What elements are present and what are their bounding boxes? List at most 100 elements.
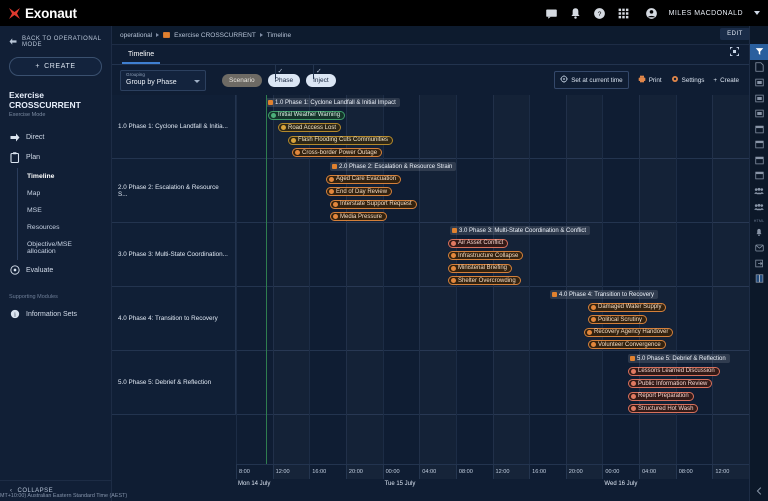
panel-icon[interactable]: [750, 122, 768, 138]
inject-bar[interactable]: Report Preparation: [628, 391, 694, 401]
row-label: 4.0 Phase 4: Transition to Recovery: [112, 287, 236, 350]
breadcrumb-item-operational[interactable]: operational: [120, 31, 153, 39]
rail-collapse-icon[interactable]: [750, 486, 768, 501]
axis-tick: 08:00: [455, 465, 493, 479]
sidebar-item-plan[interactable]: Plan: [0, 147, 111, 168]
sidebar-item-map[interactable]: Map: [27, 190, 41, 198]
sidebar-item-information-sets[interactable]: i Information Sets: [0, 304, 111, 324]
create-button[interactable]: + CREATE: [9, 57, 102, 76]
chat-icon[interactable]: [545, 7, 558, 20]
inject-bar[interactable]: Aged Care Evacuation: [326, 174, 402, 184]
inject-marker-icon: [451, 265, 456, 271]
inject-bar[interactable]: Damaged Water Supply: [588, 302, 667, 312]
fullscreen-icon[interactable]: [730, 43, 739, 61]
sidebar-item-direct[interactable]: Direct: [0, 128, 111, 147]
inject-bar[interactable]: Air Asset Conflict: [448, 238, 509, 248]
sidebar-item-evaluate[interactable]: Evaluate: [0, 260, 111, 280]
collapse-sidebar-button[interactable]: ‹ COLLAPSE: [0, 480, 112, 501]
inject-marker-icon: [631, 393, 636, 399]
create-button[interactable]: + Create: [713, 77, 739, 84]
export-icon[interactable]: [750, 256, 768, 272]
inject-marker-icon: [291, 137, 296, 143]
inject-bar[interactable]: Structured Hot Wash: [628, 404, 699, 414]
axis-tick: 8:00: [236, 465, 273, 479]
print-button[interactable]: Print: [638, 75, 662, 85]
breadcrumb-item-timeline[interactable]: Timeline: [266, 31, 292, 39]
panel-icon[interactable]: [750, 137, 768, 153]
phase-marker-icon: [452, 228, 457, 233]
help-icon[interactable]: ?: [593, 7, 606, 20]
sidebar-item-label: Evaluate: [26, 266, 54, 274]
inject-bar[interactable]: Initial Weather Warning: [268, 110, 346, 120]
inject-bar[interactable]: Flash Flooding Cuts Communities: [288, 135, 394, 145]
inject-bar[interactable]: Lessons Learned Discussion: [628, 366, 720, 376]
phase-bar[interactable]: 3.0 Phase 3: Multi-State Coordination & …: [450, 226, 591, 235]
inject-bar[interactable]: Shelter Overcrowding: [448, 276, 521, 286]
row-track: 3.0 Phase 3: Multi-State Coordination & …: [236, 223, 749, 286]
bar-label: Structured Hot Wash: [638, 405, 694, 412]
chip-scenario[interactable]: Scenario: [222, 73, 262, 87]
grouping-select[interactable]: Grouping Group by Phase: [120, 69, 206, 91]
phase-marker-icon: [630, 356, 635, 361]
sidebar-item-resources[interactable]: Resources: [27, 224, 60, 232]
bar-label: 4.0 Phase 4: Transition to Recovery: [559, 291, 655, 298]
phase-bar[interactable]: 5.0 Phase 5: Debrief & Reflection: [628, 354, 730, 363]
back-to-operational-mode-link[interactable]: BACK TO OPERATIONAL MODE: [0, 26, 111, 57]
bell-icon[interactable]: [569, 7, 582, 20]
inject-bar[interactable]: Recovery Agency Handover: [584, 327, 674, 337]
chevron-left-icon: ‹: [10, 488, 13, 494]
inject-bar[interactable]: Political Scrutiny: [588, 315, 648, 325]
sidebar-item-timeline[interactable]: Timeline: [27, 173, 55, 181]
filter-icon[interactable]: [749, 44, 768, 60]
apps-grid-icon[interactable]: [617, 7, 630, 20]
chip-phase[interactable]: ✓ Phase: [267, 65, 301, 87]
timeline-rows: 1.0 Phase 1: Cyclone Landfall & Initia..…: [112, 95, 749, 464]
settings-button[interactable]: Settings: [671, 75, 704, 85]
bell-icon[interactable]: [750, 225, 768, 241]
info-icon: i: [9, 309, 20, 319]
tab-timeline[interactable]: Timeline: [122, 51, 161, 64]
inject-bar[interactable]: Volunteer Convergence: [588, 340, 666, 350]
window-icon[interactable]: [750, 91, 768, 107]
bar-label: Initial Weather Warning: [278, 112, 341, 119]
inject-bar[interactable]: Ministerial Briefing: [448, 263, 513, 273]
phase-bar[interactable]: 1.0 Phase 1: Cyclone Landfall & Initial …: [266, 98, 400, 107]
panel-icon[interactable]: [750, 153, 768, 169]
axis-tick: 12:00: [272, 465, 310, 479]
set-at-current-time-button[interactable]: Set at current time: [554, 71, 629, 89]
inject-bar[interactable]: Cross-border Power Outage: [292, 148, 383, 158]
sidebar-item-objective-mse-allocation[interactable]: Objective/MSE allocation: [27, 241, 72, 256]
sidebar-subnav-rail: [17, 168, 18, 261]
breadcrumb-item-exercise[interactable]: Exercise CROSSCURRENT: [174, 31, 256, 39]
inject-bar[interactable]: Interstate Support Request: [330, 199, 417, 209]
bar-label: Ministerial Briefing: [458, 265, 508, 272]
people-icon[interactable]: [750, 199, 768, 215]
panel-icon[interactable]: [750, 168, 768, 184]
edit-button[interactable]: EDIT: [720, 28, 750, 40]
bar-label: 2.0 Phase 2: Escalation & Resource Strai…: [339, 163, 453, 170]
phase-bar[interactable]: 4.0 Phase 4: Transition to Recovery: [550, 290, 659, 299]
inject-bar[interactable]: End of Day Review: [326, 187, 393, 197]
inject-bar[interactable]: Media Pressure: [330, 212, 388, 222]
brand-logo[interactable]: Exonaut: [0, 6, 77, 21]
chevron-down-icon[interactable]: [754, 11, 760, 15]
sidebar-item-mse[interactable]: MSE: [27, 207, 42, 215]
inject-bar[interactable]: Infrastructure Collapse: [448, 251, 524, 261]
window-icon[interactable]: [750, 75, 768, 91]
document-icon[interactable]: [750, 60, 768, 76]
rail-section-label: HTML: [753, 218, 765, 223]
phase-bar[interactable]: 2.0 Phase 2: Escalation & Resource Strai…: [330, 162, 457, 171]
inject-marker-icon: [295, 150, 300, 156]
axis-day-label: Wed 16 July: [604, 481, 638, 487]
book-icon[interactable]: [750, 271, 768, 287]
inject-bar[interactable]: Road Access Lost: [278, 123, 342, 133]
inject-bar[interactable]: Public Information Review: [628, 379, 713, 389]
exercise-title: Exercise CROSSCURRENT: [9, 90, 81, 111]
people-icon[interactable]: [750, 184, 768, 200]
user-name[interactable]: MILES MACDONALD: [668, 9, 743, 17]
chip-label: Phase: [274, 76, 294, 84]
account-icon[interactable]: [645, 7, 658, 20]
chip-inject[interactable]: ✓ Inject: [306, 65, 336, 87]
mail-icon[interactable]: [750, 240, 768, 256]
window-icon[interactable]: [750, 106, 768, 122]
